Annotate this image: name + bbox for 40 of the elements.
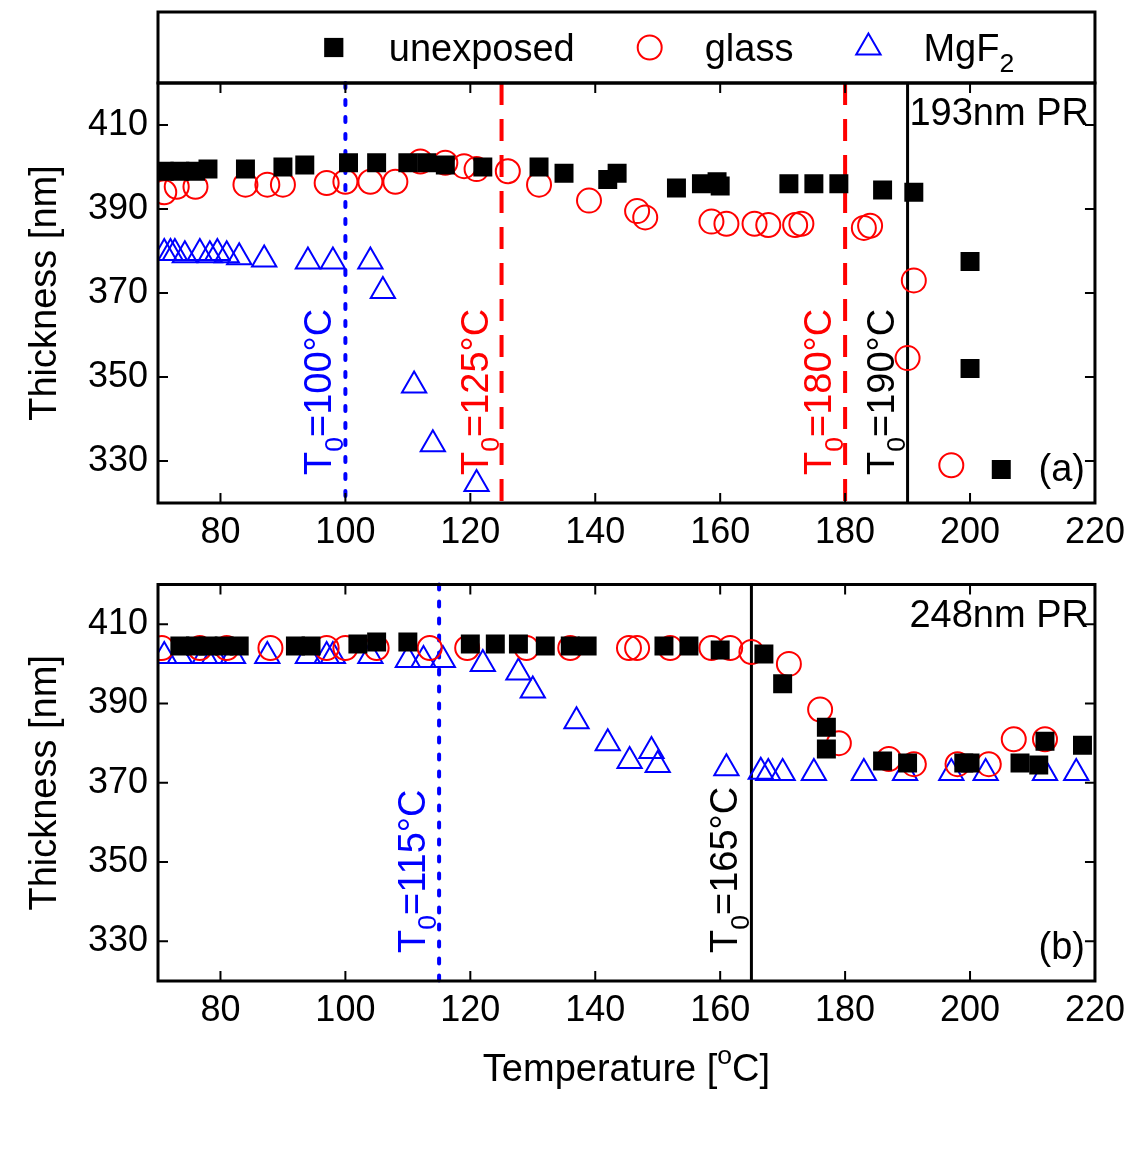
x-tick-label: 140 — [565, 987, 626, 1029]
legend-label: unexposed — [388, 26, 575, 69]
ref-line-label: T0=115°C — [391, 789, 443, 953]
x-tick-label: 100 — [315, 509, 376, 551]
ref-line-label: T0=100°C — [297, 308, 349, 475]
annotation: 193nm PR — [909, 91, 1089, 133]
y-tick-label: 370 — [87, 269, 148, 311]
x-tick-label: 160 — [690, 987, 751, 1029]
x-tick-label: 120 — [440, 987, 501, 1029]
y-tick-label: 330 — [87, 437, 148, 479]
x-tick-label: 220 — [1064, 509, 1126, 551]
y-axis-title: Thickness [nm] — [22, 165, 64, 421]
x-tick-label: 180 — [815, 509, 876, 551]
x-tick-label: 220 — [1064, 987, 1126, 1029]
y-tick-label: 370 — [87, 759, 148, 801]
x-tick-label: 80 — [200, 987, 241, 1029]
x-tick-label: 160 — [690, 509, 751, 551]
y-tick-label: 410 — [87, 101, 148, 143]
x-tick-label: 100 — [315, 987, 376, 1029]
ref-line-label: T0=180°C — [797, 308, 849, 475]
y-tick-label: 330 — [87, 918, 148, 960]
y-axis-title: Thickness [nm] — [22, 655, 64, 911]
annotation: 248nm PR — [909, 592, 1089, 635]
y-tick-label: 350 — [87, 353, 148, 395]
x-tick-label: 200 — [940, 509, 1001, 551]
y-tick-label: 390 — [87, 185, 148, 227]
x-tick-label: 140 — [565, 509, 626, 551]
legend-label: glass — [704, 26, 794, 69]
ref-line-label: T0=125°C — [453, 308, 505, 475]
ref-line-label: T0=165°C — [703, 786, 755, 953]
x-tick-label: 120 — [440, 509, 501, 551]
y-tick-label: 350 — [87, 839, 148, 880]
y-tick-label: 390 — [87, 680, 148, 722]
x-tick-label: 200 — [940, 987, 1001, 1029]
y-tick-label: 410 — [87, 601, 148, 643]
x-tick-label: 80 — [200, 509, 241, 551]
annotation: (a) — [1038, 447, 1085, 489]
x-tick-label: 180 — [815, 987, 876, 1029]
annotation: (b) — [1038, 925, 1085, 967]
ref-line-label: T0=190°C — [859, 308, 911, 475]
